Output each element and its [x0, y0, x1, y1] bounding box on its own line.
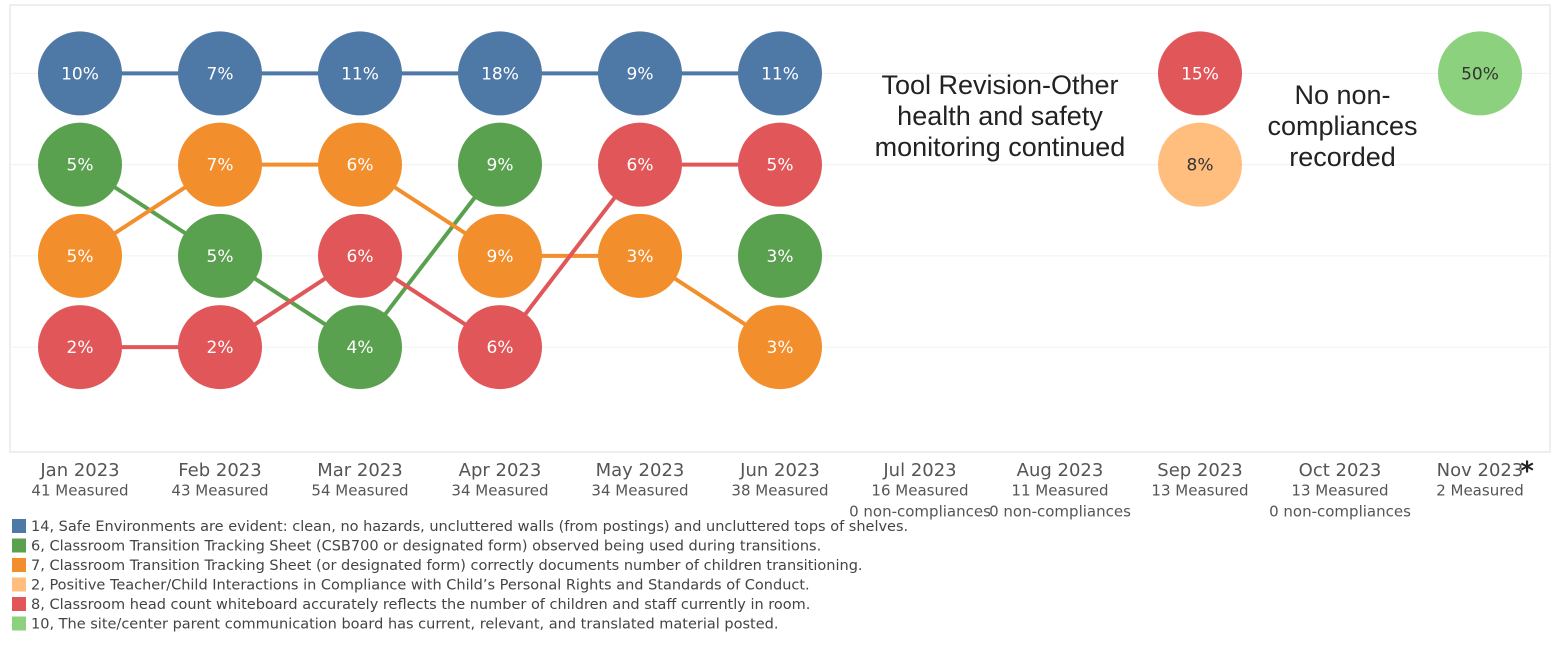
bump-circle [458, 305, 542, 390]
note-label: 0 non-compliances [849, 503, 991, 521]
bump-circle [738, 305, 822, 390]
value-label: 7% [207, 64, 234, 84]
note-label: 0 non-compliances [989, 503, 1131, 521]
legend-swatch [12, 538, 26, 553]
value-label: 8% [1187, 156, 1214, 176]
legend-label: 10, The site/center parent communication… [31, 617, 778, 633]
bump-circle [38, 122, 122, 207]
x-tick-label: May 2023 [596, 460, 685, 481]
value-label: 5% [207, 247, 234, 267]
x-tick-label: Mar 2023 [317, 460, 403, 481]
value-label: 5% [67, 156, 94, 176]
annotation: No non-compliances recorded [1267, 80, 1418, 172]
value-label: 6% [627, 156, 654, 176]
value-label: 2% [67, 338, 94, 358]
legend-label: 2, Positive Teacher/Child Interactions i… [31, 578, 810, 594]
measured-label: 2 Measured [1436, 482, 1524, 500]
bump-circle [458, 122, 542, 207]
bump-circle [178, 213, 262, 298]
value-label: 5% [767, 156, 794, 176]
x-tick-label: Sep 2023 [1157, 460, 1242, 481]
legend-swatch [12, 577, 26, 592]
bump-circle [458, 31, 542, 116]
legend-label: 8, Classroom head count whiteboard accur… [31, 597, 810, 613]
bump-circle [178, 305, 262, 390]
measured-label: 11 Measured [1011, 482, 1108, 500]
measured-label: 41 Measured [31, 482, 128, 500]
bump-circle [318, 213, 402, 298]
bump-circle [738, 122, 822, 207]
bump-circle [598, 122, 682, 207]
value-label: 6% [347, 156, 374, 176]
value-label: 50% [1461, 64, 1499, 84]
footnote-marker: * [1520, 457, 1534, 487]
legend-swatch [12, 519, 26, 533]
x-tick-label: Feb 2023 [178, 460, 261, 481]
value-label: 9% [627, 64, 654, 84]
bump-circle [318, 305, 402, 390]
value-label: 11% [761, 64, 799, 84]
measured-label: 34 Measured [451, 482, 548, 500]
value-label: 9% [487, 156, 514, 176]
x-tick-label: Apr 2023 [459, 460, 542, 481]
value-label: 18% [481, 64, 519, 84]
value-label: 11% [341, 64, 379, 84]
measured-label: 43 Measured [171, 482, 268, 500]
value-label: 9% [487, 247, 514, 267]
x-tick-label: Jul 2023 [882, 460, 956, 481]
bump-circle [318, 122, 402, 207]
bump-circle [318, 31, 402, 116]
value-label: 6% [347, 247, 374, 267]
measured-label: 13 Measured [1151, 482, 1248, 500]
legend-swatch [12, 616, 26, 631]
x-tick-label: Jun 2023 [739, 460, 820, 481]
bump-circle [1158, 122, 1242, 207]
measured-label: 16 Measured [871, 482, 968, 500]
bump-circle [38, 31, 122, 116]
bump-circle [598, 213, 682, 298]
measured-label: 13 Measured [1291, 482, 1388, 500]
measured-label: 54 Measured [311, 482, 408, 500]
value-label: 5% [67, 247, 94, 267]
legend-label: 14, Safe Environments are evident: clean… [31, 519, 908, 535]
bump-circle [178, 31, 262, 116]
legend-swatch [12, 558, 26, 572]
legend-swatch [12, 597, 26, 611]
bump-circle [738, 213, 822, 298]
value-label: 15% [1181, 64, 1219, 84]
value-label: 2% [207, 338, 234, 358]
bump-circle [598, 31, 682, 116]
x-tick-label: Nov 2023 [1437, 460, 1524, 481]
value-label: 3% [627, 247, 654, 267]
x-tick-label: Aug 2023 [1017, 460, 1104, 481]
value-label: 6% [487, 338, 514, 358]
value-label: 4% [347, 338, 374, 358]
legend-label: 6, Classroom Transition Tracking Sheet (… [31, 539, 821, 555]
annotation: Tool Revision-Other health and safety mo… [874, 70, 1126, 162]
bump-circle [38, 213, 122, 298]
value-label: 3% [767, 338, 794, 358]
bump-circle [178, 122, 262, 207]
bump-circle [738, 31, 822, 116]
bump-circle [1158, 31, 1242, 116]
value-label: 7% [207, 156, 234, 176]
bump-circle [38, 305, 122, 390]
measured-label: 34 Measured [591, 482, 688, 500]
measured-label: 38 Measured [731, 482, 828, 500]
note-label: 0 non-compliances [1269, 503, 1411, 521]
legend-label: 7, Classroom Transition Tracking Sheet (… [31, 558, 863, 574]
value-label: 3% [767, 247, 794, 267]
value-label: 10% [61, 64, 99, 84]
bump-circle [1438, 31, 1522, 116]
plot-frame [9, 4, 1551, 453]
bump-circle [458, 213, 542, 298]
x-tick-label: Jan 2023 [39, 460, 119, 481]
x-tick-label: Oct 2023 [1299, 460, 1382, 481]
